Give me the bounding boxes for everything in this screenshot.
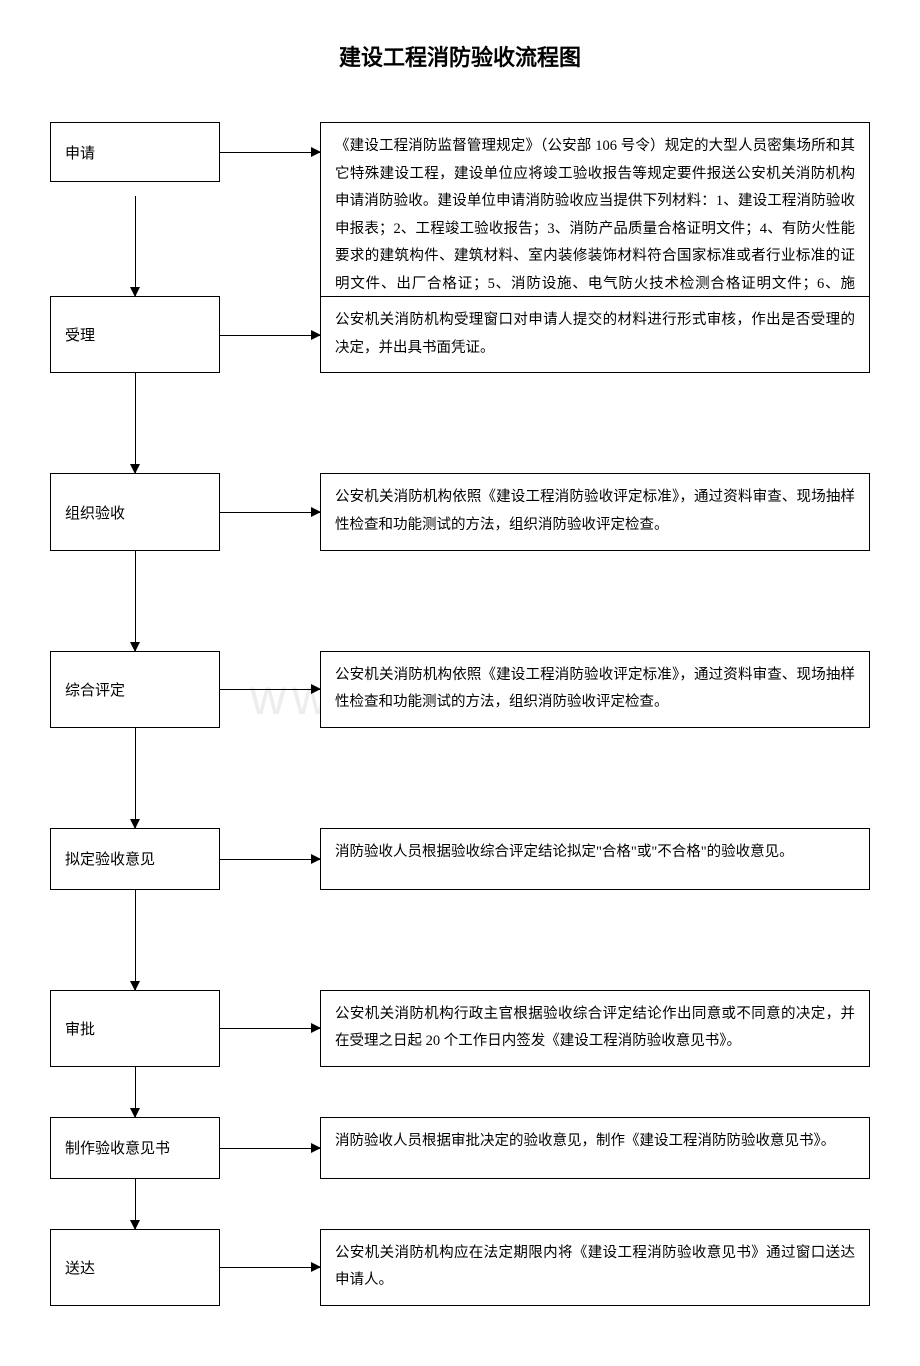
arrow-right (220, 296, 320, 373)
step-node-deliver: 送达 (50, 1229, 220, 1306)
step-label: 送达 (65, 1257, 95, 1278)
step-node-accept: 受理 (50, 296, 220, 373)
arrow-down (50, 1067, 220, 1117)
step-desc: 消防验收人员根据验收综合评定结论拟定"合格"或"不合格"的验收意见。 (320, 828, 870, 890)
step-label: 拟定验收意见 (65, 848, 155, 869)
page-title: 建设工程消防验收流程图 (50, 40, 870, 72)
arrow-down (50, 728, 220, 828)
flow-row: 制作验收意见书 消防验收人员根据审批决定的验收意见，制作《建设工程消防防验收意见… (50, 1117, 870, 1179)
arrow-down (50, 196, 220, 296)
arrow-down (50, 890, 220, 990)
step-label: 审批 (65, 1018, 95, 1039)
flow-row: 送达 公安机关消防机构应在法定期限内将《建设工程消防验收意见书》通过窗口送达申请… (50, 1229, 870, 1306)
step-desc: 公安机关消防机构应在法定期限内将《建设工程消防验收意见书》通过窗口送达申请人。 (320, 1229, 870, 1306)
step-node-document: 制作验收意见书 (50, 1117, 220, 1179)
flowchart-container: www 申请 《建设工程消防监督管理规定》（公安部 106 号令）规定的大型人员… (50, 122, 870, 1306)
step-label: 受理 (65, 324, 95, 345)
step-label: 制作验收意见书 (65, 1137, 170, 1158)
step-desc: 公安机关消防机构行政主官根据验收综合评定结论作出同意或不同意的决定，并在受理之日… (320, 990, 870, 1067)
step-node-inspect: 组织验收 (50, 473, 220, 550)
arrow-down (50, 373, 220, 473)
step-node-opinion: 拟定验收意见 (50, 828, 220, 890)
step-node-apply: 申请 (50, 122, 220, 182)
step-desc: 公安机关消防机构依照《建设工程消防验收评定标准》，通过资料审查、现场抽样性检查和… (320, 651, 870, 728)
arrow-down (50, 1179, 220, 1229)
arrow-right (220, 828, 320, 890)
step-desc: 公安机关消防机构依照《建设工程消防验收评定标准》，通过资料审查、现场抽样性检查和… (320, 473, 870, 550)
arrow-right (220, 990, 320, 1067)
step-desc: 公安机关消防机构受理窗口对申请人提交的材料进行形式审核，作出是否受理的决定，并出… (320, 296, 870, 373)
arrow-right (220, 1229, 320, 1306)
arrow-right (220, 651, 320, 728)
arrow-right (220, 1117, 320, 1179)
step-label: 组织验收 (65, 502, 125, 523)
flow-row: 受理 公安机关消防机构受理窗口对申请人提交的材料进行形式审核，作出是否受理的决定… (50, 296, 870, 373)
step-desc: 消防验收人员根据审批决定的验收意见，制作《建设工程消防防验收意见书》。 (320, 1117, 870, 1179)
arrow-down (50, 551, 220, 651)
step-node-evaluate: 综合评定 (50, 651, 220, 728)
arrow-right (220, 122, 320, 182)
step-label: 申请 (65, 142, 95, 163)
step-node-approve: 审批 (50, 990, 220, 1067)
flow-row: 审批 公安机关消防机构行政主官根据验收综合评定结论作出同意或不同意的决定，并在受… (50, 990, 870, 1067)
flow-row: 拟定验收意见 消防验收人员根据验收综合评定结论拟定"合格"或"不合格"的验收意见… (50, 828, 870, 890)
step-label: 综合评定 (65, 679, 125, 700)
flow-row: 组织验收 公安机关消防机构依照《建设工程消防验收评定标准》，通过资料审查、现场抽… (50, 473, 870, 550)
flow-row: 综合评定 公安机关消防机构依照《建设工程消防验收评定标准》，通过资料审查、现场抽… (50, 651, 870, 728)
arrow-right (220, 473, 320, 550)
